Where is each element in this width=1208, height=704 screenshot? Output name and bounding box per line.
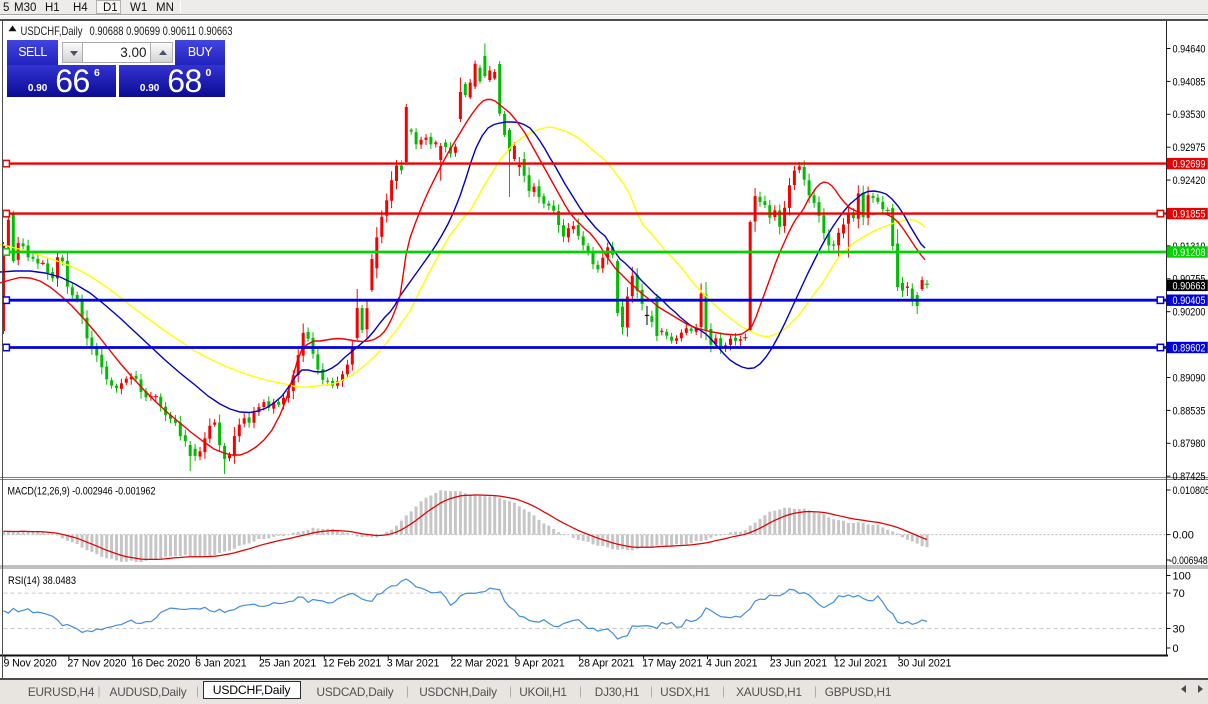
svg-text:0.92420: 0.92420 [1173, 175, 1206, 187]
svg-text:0.92699: 0.92699 [1173, 159, 1206, 171]
svg-text:0.89090: 0.89090 [1173, 372, 1206, 384]
svg-text:28 Apr 2021: 28 Apr 2021 [578, 658, 634, 670]
svg-text:0.94640: 0.94640 [1173, 43, 1206, 55]
svg-text:12 Jul 2021: 12 Jul 2021 [834, 658, 888, 670]
svg-text:22 Mar 2021: 22 Mar 2021 [451, 658, 510, 670]
svg-text:0.90663: 0.90663 [1173, 280, 1206, 292]
svg-text:9 Apr 2021: 9 Apr 2021 [514, 658, 564, 670]
svg-text:0.90688 0.90699 0.90611 0.9066: 0.90688 0.90699 0.90611 0.90663 [90, 24, 233, 38]
svg-text:100: 100 [1173, 570, 1191, 582]
svg-text:25 Jan 2021: 25 Jan 2021 [259, 658, 316, 670]
svg-text:0.90200: 0.90200 [1173, 307, 1206, 319]
svg-text:9 Nov 2020: 9 Nov 2020 [4, 658, 57, 670]
svg-text:0.00: 0.00 [1173, 530, 1194, 542]
svg-text:0.93530: 0.93530 [1173, 109, 1206, 121]
svg-text:MACD(12,26,9) -0.002946 -0.001: MACD(12,26,9) -0.002946 -0.001962 [8, 485, 156, 497]
svg-text:0.87980: 0.87980 [1173, 438, 1206, 450]
svg-text:0.91208: 0.91208 [1173, 247, 1206, 259]
svg-text:12 Feb 2021: 12 Feb 2021 [323, 658, 382, 670]
svg-text:16 Dec 2020: 16 Dec 2020 [131, 658, 190, 670]
svg-text:RSI(14) 38.0483: RSI(14) 38.0483 [8, 575, 76, 587]
svg-text:0.94085: 0.94085 [1173, 76, 1206, 88]
svg-text:27 Nov 2020: 27 Nov 2020 [67, 658, 126, 670]
svg-text:30 Jul 2021: 30 Jul 2021 [898, 658, 952, 670]
svg-text:4 Jun 2021: 4 Jun 2021 [706, 658, 758, 670]
svg-text:0.92975: 0.92975 [1173, 142, 1206, 154]
svg-text:30: 30 [1173, 623, 1185, 635]
svg-text:-0.006948: -0.006948 [1169, 555, 1208, 567]
svg-text:USDCHF,Daily: USDCHF,Daily [21, 24, 83, 38]
svg-text:0.90405: 0.90405 [1173, 295, 1206, 307]
svg-text:0.91855: 0.91855 [1173, 209, 1206, 221]
svg-text:70: 70 [1173, 588, 1185, 600]
svg-text:17 May 2021: 17 May 2021 [642, 658, 702, 670]
svg-text:0.89602: 0.89602 [1173, 342, 1206, 354]
svg-text:0.010805: 0.010805 [1173, 485, 1208, 497]
svg-text:23 Jun 2021: 23 Jun 2021 [770, 658, 827, 670]
svg-text:0.88535: 0.88535 [1173, 405, 1206, 417]
svg-text:6 Jan 2021: 6 Jan 2021 [195, 658, 247, 670]
svg-text:0.87425: 0.87425 [1173, 471, 1206, 483]
svg-text:3 Mar 2021: 3 Mar 2021 [387, 658, 440, 670]
svg-text:0: 0 [1173, 643, 1179, 655]
